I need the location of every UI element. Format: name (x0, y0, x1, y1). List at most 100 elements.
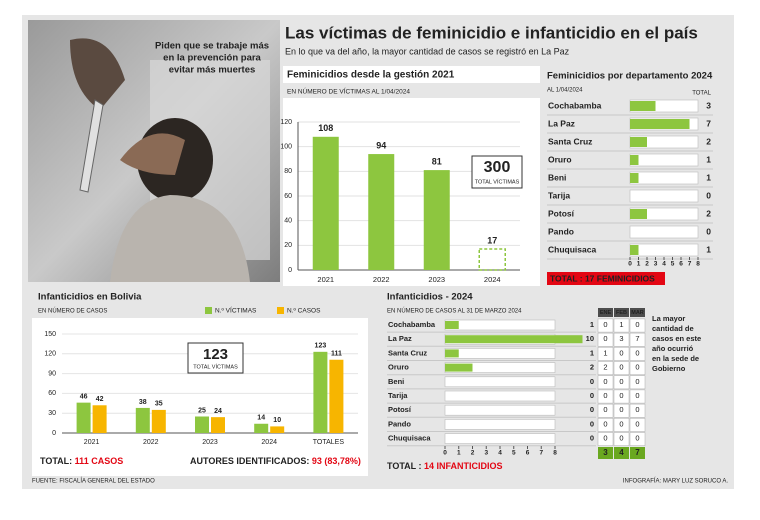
bar-track (444, 433, 556, 444)
source: FUENTE: FISCALÍA GENERAL DEL ESTADO (32, 478, 155, 485)
total-label: TOTAL: (40, 456, 75, 466)
total-value: 300 (484, 159, 511, 176)
table-header-cell (614, 308, 629, 317)
value-label: 2 (706, 136, 711, 146)
table-value: 3 (619, 334, 623, 343)
column-header: TOTAL (692, 91, 711, 97)
chart-subtitle: EN NÚMERO DE CASOS (38, 308, 107, 315)
table-cell (629, 347, 646, 361)
chart-subtitle: EN NÚMERO DE CASOS AL 31 DE MARZO 2024 (387, 308, 522, 315)
bar (270, 426, 285, 433)
value-label: 24 (214, 408, 222, 415)
value-label: 10 (273, 417, 281, 424)
bar (630, 119, 690, 129)
table-value: 0 (619, 391, 623, 400)
value-label: 0 (590, 434, 594, 443)
bar (630, 137, 647, 147)
x-tick-label: 2 (471, 450, 475, 457)
chart-title: Infanticidios en Bolivia (38, 292, 142, 303)
bar-track (444, 319, 556, 331)
value-label: 0 (590, 419, 594, 428)
table-header: ENE (600, 310, 612, 316)
table-cell (597, 318, 614, 333)
table-value: 1 (603, 348, 607, 357)
table-value: 0 (635, 419, 639, 428)
side-note: en la sede de (652, 354, 699, 363)
bar (630, 173, 639, 183)
table-value: 0 (619, 377, 623, 386)
bar-track (629, 171, 699, 185)
bar (445, 335, 583, 344)
table-value: 0 (619, 405, 623, 414)
chart-title: Infanticidios - 2024 (387, 292, 473, 303)
value-label: 25 (198, 407, 206, 414)
total-line: TOTAL: 111 CASOS (40, 456, 123, 466)
table-value: 0 (603, 405, 607, 414)
table-cell (613, 389, 630, 404)
x-tick-label: 2022 (143, 439, 159, 446)
x-tick-label: 5 (671, 261, 675, 268)
value-label: 81 (432, 156, 442, 166)
value-label: 123 (315, 343, 327, 350)
x-tick-label: 2023 (428, 275, 445, 284)
value-label: 1 (706, 154, 711, 164)
table-value: 0 (635, 405, 639, 414)
total-box (471, 155, 523, 189)
x-tick-label: 0 (628, 261, 632, 268)
bar (76, 402, 91, 433)
value-label: 111 (331, 351, 342, 358)
y-tick-label: 120 (280, 119, 292, 126)
table-value: 7 (635, 334, 639, 343)
table-cell (629, 375, 646, 390)
category-label: Tarija (548, 190, 570, 200)
value-label: 0 (706, 190, 711, 200)
table-cell (629, 318, 646, 333)
value-label: 94 (376, 140, 386, 150)
side-note: cantidad de (652, 324, 694, 333)
bar (445, 363, 473, 372)
table-cell (629, 418, 646, 432)
x-tick-label: 7 (539, 450, 543, 457)
table-cell (613, 347, 630, 361)
bar (630, 209, 647, 219)
category-label: La Paz (388, 334, 412, 343)
bar-track (629, 243, 699, 257)
y-tick-label: 120 (44, 351, 56, 358)
y-tick-label: 60 (284, 193, 292, 200)
x-tick-label: 3 (484, 450, 488, 457)
bar-track (444, 390, 556, 402)
table-cell (597, 361, 614, 375)
table-value: 0 (603, 334, 607, 343)
side-note: Gobierno (652, 364, 686, 373)
table-value: 1 (619, 320, 623, 329)
category-label: Chuquisaca (388, 434, 431, 443)
bar (151, 409, 166, 433)
table-value: 2 (603, 363, 607, 372)
table-cell (629, 361, 646, 375)
table-value: 0 (635, 348, 639, 357)
y-tick-label: 150 (44, 331, 56, 338)
table-cell (613, 432, 630, 446)
x-tick-label: 0 (443, 450, 447, 457)
legend-label: N.º VÍCTIMAS (215, 306, 257, 315)
table-value: 0 (603, 320, 607, 329)
table-value: 0 (603, 391, 607, 400)
table-cell (629, 389, 646, 404)
authors-label: AUTORES IDENTIFICADOS: (190, 456, 312, 466)
bar-track (444, 348, 556, 359)
chart-title: Feminicidios desde la gestión 2021 (287, 70, 455, 81)
total-value: 14 INFANTICIDIOS (424, 461, 503, 471)
x-tick-label: 2021 (317, 275, 334, 284)
value-label: 46 (80, 393, 88, 400)
table-value: 0 (635, 391, 639, 400)
bar (329, 359, 344, 433)
category-label: Santa Cruz (388, 348, 427, 357)
value-label: 14 (257, 415, 265, 422)
total-label: TOTAL : (387, 461, 424, 471)
table-header-cell (630, 308, 645, 317)
category-label: Cochabamba (548, 100, 602, 110)
x-tick-label: 1 (637, 261, 641, 268)
table-cell (613, 318, 630, 333)
legend-label: N.º CASOS (287, 308, 321, 315)
